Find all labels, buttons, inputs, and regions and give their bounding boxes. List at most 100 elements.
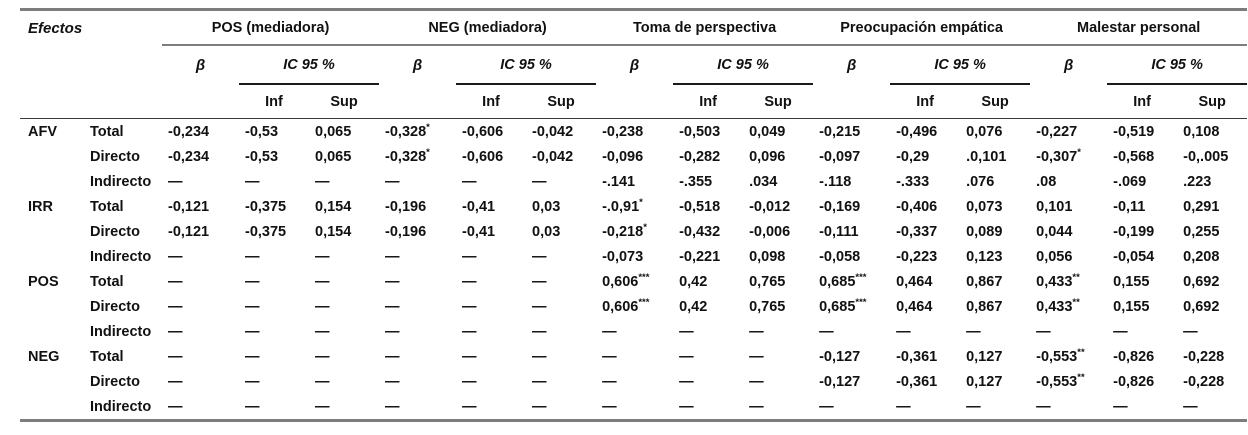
table-cell: -0,127 [819, 373, 861, 390]
table-cell: -0,826 [1113, 348, 1155, 365]
table-cell: -0,503 [679, 123, 721, 140]
effect-type-label: Indirecto [90, 173, 152, 190]
table-cell: 0,096 [749, 148, 786, 165]
table-cell: -0,568 [1113, 148, 1155, 165]
table-cell: — [168, 273, 183, 290]
table-cell: -0,41 [462, 198, 496, 215]
table-cell: .076 [966, 173, 995, 190]
effect-variable-label: NEG [28, 348, 60, 365]
efectos-header: Efectos [20, 9, 162, 119]
significance-asterisk: *** [855, 271, 867, 283]
table-cell: -0,328* [385, 146, 430, 165]
significance-asterisk: * [643, 221, 647, 233]
table-cell: -0,221 [679, 248, 721, 265]
table-cell: -0,234 [168, 148, 210, 165]
table-cell: 0,42 [679, 298, 708, 315]
table-cell: -0,215 [819, 123, 861, 140]
table-cell: -0,337 [896, 223, 938, 240]
table-cell: — [1036, 398, 1051, 415]
beta-header: β [596, 45, 674, 119]
table-cell: -0,228 [1183, 373, 1225, 390]
table-cell: — [168, 298, 183, 315]
table-row: AFV Total -0,234 -0,53 0,065 -0,328* -0,606 -0,… [20, 119, 1247, 145]
significance-asterisk: ** [1077, 346, 1085, 358]
table-cell: 0,154 [315, 198, 352, 215]
table-cell: 0,433** [1036, 271, 1080, 290]
table-cell: -0,097 [819, 148, 861, 165]
header-group-row: Efectos POS (mediadora) NEG (mediadora) … [20, 9, 1248, 119]
table-cell: — [602, 323, 617, 340]
table-cell: -0,826 [1113, 373, 1155, 390]
table-cell: — [315, 273, 330, 290]
table-cell: 0,155 [1113, 298, 1150, 315]
table-cell: 0,867 [966, 273, 1003, 290]
table-cell: -0,196 [385, 223, 427, 240]
table-cell: 0,073 [966, 198, 1003, 215]
table-cell: .034 [749, 173, 778, 190]
table-cell: — [245, 298, 260, 315]
table-cell: — [532, 248, 547, 265]
table-cell: — [602, 398, 617, 415]
table-cell: — [168, 173, 183, 190]
table-cell: 0,03 [532, 223, 561, 240]
table-cell: 0,291 [1183, 198, 1220, 215]
table-cell: 0,685*** [819, 296, 867, 315]
table-cell: — [602, 348, 617, 365]
table-cell: -0,518 [679, 198, 721, 215]
table-cell: .0,101 [966, 148, 1007, 165]
effect-variable-label [20, 169, 82, 194]
table-cell: — [168, 248, 183, 265]
effect-variable-label: IRR [28, 198, 53, 215]
table-row: IRR Total -0,121 -0,375 0,154 -0,196 -0,41 0,03… [20, 194, 1247, 219]
table-cell: 0,127 [966, 373, 1003, 390]
table-cell: — [385, 298, 400, 315]
table-cell: 0,123 [966, 248, 1003, 265]
table-cell: 0,065 [315, 123, 352, 140]
significance-asterisk: * [1077, 146, 1081, 158]
col-group-pos-mediadora: POS (mediadora) [162, 9, 380, 46]
table-cell: — [462, 323, 477, 340]
sup-header: Sup [743, 84, 814, 119]
header-bound-row: Inf Sup Inf Sup Inf Sup Inf Sup Inf Sup [20, 84, 1248, 119]
table-cell: 0,692 [1183, 298, 1220, 315]
table-cell: — [749, 323, 764, 340]
table-cell: — [385, 173, 400, 190]
table-row: Directo -0,234 -0,53 0,065 -0,328* -0,606 -0,0… [20, 144, 1247, 169]
table-cell: 0,867 [966, 298, 1003, 315]
table-cell: — [245, 173, 260, 190]
table-cell: -0,121 [168, 223, 210, 240]
table-row: Indirecto — — — — — — -0,073 -0,221 0,098 -0,058 -0… [20, 244, 1247, 269]
table-cell: — [1113, 323, 1128, 340]
table-cell: -0,169 [819, 198, 861, 215]
results-table-figure: Efectos POS (mediadora) NEG (mediadora) … [0, 8, 1248, 435]
sup-header: Sup [1177, 84, 1248, 119]
table-cell: -0,496 [896, 123, 938, 140]
table-cell: — [245, 398, 260, 415]
table-cell: — [532, 373, 547, 390]
table-cell: -0,328* [385, 121, 430, 140]
table-cell: -0,406 [896, 198, 938, 215]
table-cell: 0,044 [1036, 223, 1073, 240]
table-cell: — [819, 323, 834, 340]
table-cell: -.333 [896, 173, 930, 190]
table-cell: -0,41 [462, 223, 496, 240]
ic95-header: IC 95 % [1107, 45, 1248, 85]
table-cell: 0,606*** [602, 296, 650, 315]
table-cell: 0,098 [749, 248, 786, 265]
significance-asterisk: ** [1077, 371, 1085, 383]
table-cell: -.355 [679, 173, 713, 190]
table-cell: -0,606 [462, 123, 504, 140]
table-cell: — [532, 348, 547, 365]
table-cell: — [679, 348, 694, 365]
beta-header: β [379, 45, 457, 119]
table-cell: — [385, 348, 400, 365]
table-cell: — [749, 398, 764, 415]
significance-asterisk: ** [1072, 271, 1080, 283]
table-cell: — [532, 273, 547, 290]
mediation-effects-table: Efectos POS (mediadora) NEG (mediadora) … [20, 8, 1248, 422]
col-group-preocupacion-empatica: Preocupación empática [813, 9, 1031, 46]
table-cell: -0,53 [245, 123, 279, 140]
table-cell: 0,765 [749, 298, 786, 315]
significance-asterisk: *** [638, 296, 650, 308]
table-cell: -0,375 [245, 198, 287, 215]
